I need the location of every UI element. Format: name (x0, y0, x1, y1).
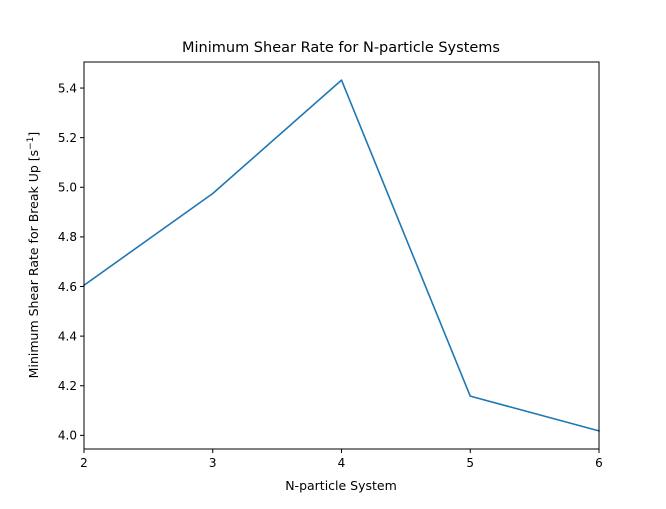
y-axis-label-close: ] (26, 132, 41, 137)
y-tick-label: 5.4 (58, 81, 77, 95)
y-tick-label: 4.0 (58, 429, 77, 443)
plot-area (82, 61, 600, 450)
y-axis-label-superscript: −1 (26, 137, 36, 150)
x-tick-label: 4 (338, 456, 346, 470)
x-tick-label: 3 (209, 456, 217, 470)
x-axis-label: N-particle System (285, 478, 397, 493)
chart-title: Minimum Shear Rate for N-particle System… (182, 40, 500, 56)
x-tick-label: 2 (80, 456, 88, 470)
y-tick-label: 5.2 (58, 131, 77, 145)
y-tick-label: 4.4 (58, 329, 77, 343)
x-axis-ticks: 2 3 4 5 6 (80, 449, 603, 470)
y-axis-ticks: 4.0 4.2 4.4 4.6 4.8 5.0 5.2 5.4 (58, 81, 84, 443)
series-line-0 (82, 79, 600, 432)
x-tick-label: 5 (466, 456, 474, 470)
y-tick-label: 4.8 (58, 230, 77, 244)
x-tick-label: 6 (595, 456, 603, 470)
y-tick-label: 4.6 (58, 280, 77, 294)
axes-frame (83, 61, 600, 450)
y-axis-label: Minimum Shear Rate for Break Up [s−1] (26, 132, 41, 379)
y-tick-label: 5.0 (58, 181, 77, 195)
y-tick-label: 4.2 (58, 379, 77, 393)
y-axis-label-main: Minimum Shear Rate for Break Up [s (26, 150, 41, 378)
